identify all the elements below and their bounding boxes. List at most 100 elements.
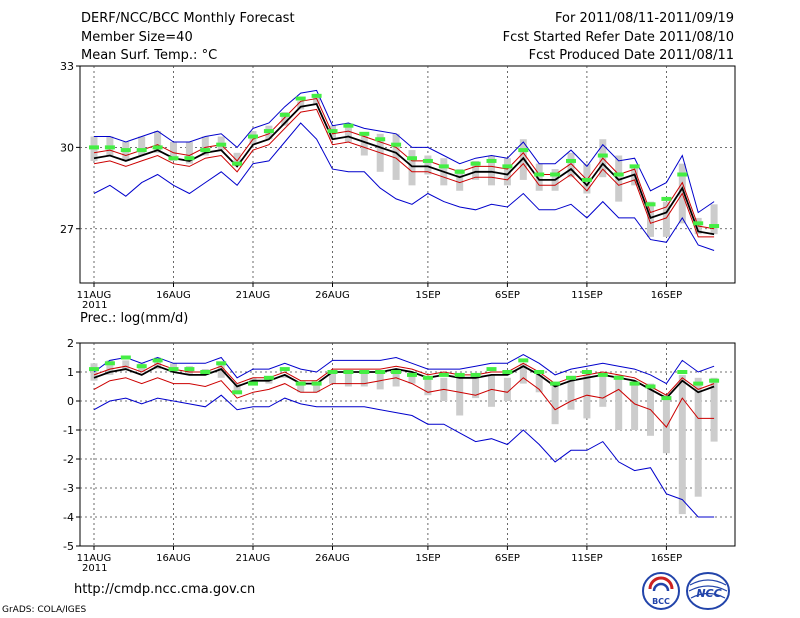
observation-mark	[104, 145, 115, 150]
observation-mark	[661, 396, 672, 401]
spread-bar	[599, 374, 607, 407]
spread-bar	[217, 363, 225, 378]
series-line-lower-red	[93, 377, 715, 428]
x-tick-label: 26AUG	[315, 290, 350, 301]
spread-bar	[392, 372, 400, 387]
observation-mark	[263, 375, 274, 380]
observation-mark	[295, 96, 306, 101]
spread-bar	[424, 155, 432, 175]
observation-mark	[359, 370, 370, 374]
observation-mark	[438, 372, 449, 377]
observation-mark	[534, 370, 545, 374]
y-tick-label: -2	[63, 453, 74, 466]
observation-mark	[136, 148, 147, 153]
observation-mark	[534, 172, 545, 177]
spread-bar	[170, 141, 177, 161]
observation-mark	[359, 131, 370, 136]
observation-mark	[248, 134, 258, 139]
spread-bar	[424, 377, 432, 396]
x-tick-label: 16AUG	[156, 553, 191, 564]
spread-bar	[392, 133, 400, 180]
observation-mark	[263, 129, 274, 134]
observation-mark	[327, 129, 338, 134]
spread-bar	[583, 374, 591, 419]
observation-mark	[502, 164, 513, 169]
x-tick-label: 6SEP	[495, 290, 520, 301]
y-tick-label: 30	[60, 141, 74, 154]
observation-mark	[422, 158, 433, 163]
series-line-lower-red	[93, 108, 715, 238]
spread-bar	[678, 374, 686, 515]
observation-mark	[152, 358, 163, 363]
spread-bar	[535, 163, 543, 191]
spread-bar	[519, 363, 527, 384]
observation-mark	[566, 375, 576, 380]
spread-bar	[297, 383, 305, 393]
observation-mark	[152, 145, 163, 150]
series-line-upper-limit	[94, 89, 715, 214]
spread-bar	[201, 136, 209, 156]
grads-credit: GrADS: COLA/IGES	[2, 605, 87, 615]
series-line-upper-red	[93, 97, 715, 230]
spread-bar	[106, 360, 114, 375]
observation-mark	[581, 177, 592, 182]
observation-mark	[550, 381, 561, 386]
observation-mark	[200, 148, 211, 153]
observation-mark	[391, 142, 402, 147]
observation-mark	[327, 370, 338, 374]
observation-mark	[597, 153, 608, 158]
spread-bar	[631, 380, 639, 430]
y-tick-label: -1	[63, 424, 74, 437]
spread-bar	[360, 133, 368, 156]
observation-mark	[470, 372, 481, 377]
spread-bar	[297, 101, 305, 110]
observation-mark	[629, 381, 640, 386]
spread-bar	[360, 372, 368, 387]
member-size-label: Member Size=40	[81, 30, 193, 45]
observation-mark	[311, 93, 322, 98]
spread-bar	[472, 377, 480, 399]
y-tick-label: 27	[60, 223, 74, 236]
x-tick-label: 11AUG	[77, 553, 112, 564]
spread-bar	[154, 131, 162, 153]
observation-mark	[136, 364, 147, 369]
series-line-upper-limit	[93, 354, 715, 385]
observation-mark	[677, 370, 688, 374]
spread-bar	[710, 204, 718, 235]
x-tick-label: 21AUG	[236, 290, 271, 301]
observation-mark	[566, 158, 576, 163]
x-tick-label: 16AUG	[156, 290, 191, 301]
year-label: 2011	[82, 300, 107, 311]
observation-mark	[677, 172, 688, 177]
spread-bar	[408, 150, 416, 186]
observation-mark	[486, 158, 497, 163]
observation-mark	[470, 161, 481, 166]
observation-mark	[518, 148, 529, 153]
fcst-produced-date: Fcst Produced Date 2011/08/11	[528, 48, 734, 63]
observation-mark	[89, 145, 99, 150]
observation-mark	[232, 161, 243, 166]
observation-mark	[232, 390, 243, 395]
plot-frame	[79, 65, 736, 284]
observation-mark	[311, 381, 322, 386]
observation-mark	[629, 164, 640, 169]
observation-mark	[343, 123, 354, 128]
spread-bar	[472, 160, 480, 180]
observation-mark	[597, 372, 608, 377]
fcst-started-date: Fcst Started Refer Date 2011/08/10	[502, 30, 734, 45]
observation-mark	[407, 156, 417, 161]
spread-bar	[313, 95, 321, 104]
spread-bar	[233, 383, 241, 393]
bcc-logo-icon: BCC	[642, 572, 680, 610]
spread-bar	[329, 372, 336, 384]
chart-panel-2: -5 -4 -3 -2 -1 0 1 2 11AUG 16AUG 21AUG 26AUG 1SEP 6SE…	[63, 337, 736, 574]
spread-bar	[185, 141, 193, 164]
spread-bar	[122, 360, 130, 370]
observation-mark	[645, 384, 656, 389]
observation-mark	[407, 372, 417, 377]
spread-bar	[488, 374, 495, 407]
spread-bar	[503, 158, 511, 186]
ncc-logo-text: NCC	[696, 587, 721, 600]
observation-mark	[184, 367, 195, 372]
y-tick-label: -5	[63, 540, 74, 553]
